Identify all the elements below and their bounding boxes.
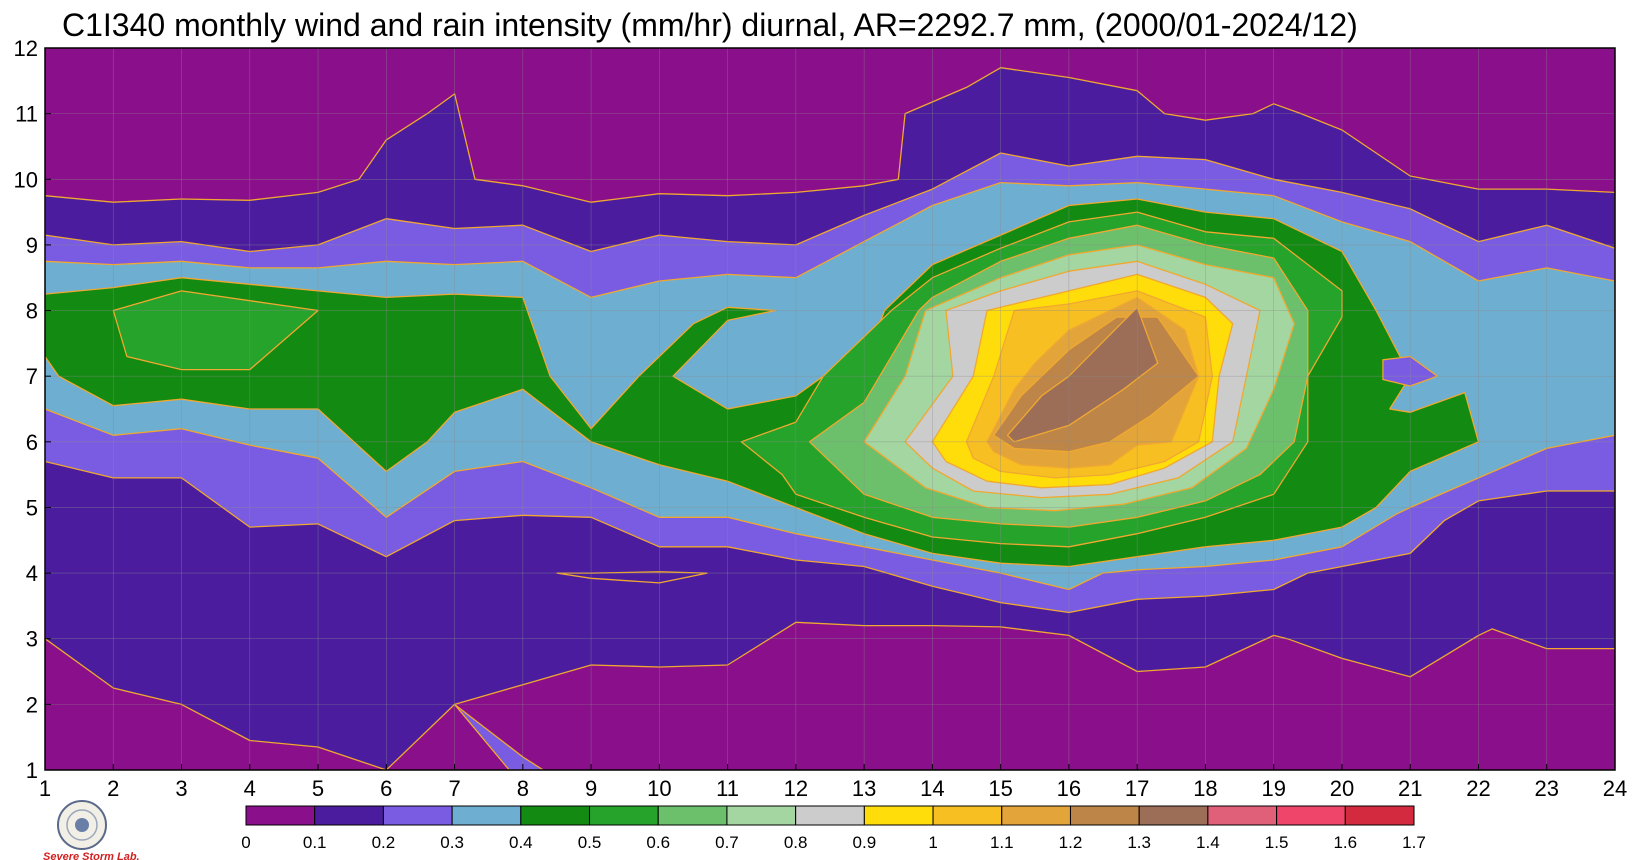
colorbar-swatch [726, 805, 797, 826]
seal-core [75, 818, 89, 832]
colorbar-swatch [657, 805, 728, 826]
x-tick-label: 24 [1603, 776, 1627, 801]
colorbar-label: 0.9 [853, 833, 877, 852]
colorbar-label: 0.1 [303, 833, 327, 852]
x-tick-label: 13 [852, 776, 876, 801]
colorbar-legend: 0 0.1 0.2 0.3 0.4 0.5 0.6 0.7 0.8 0.9 1 1.1 1.2 1.3 1.… [241, 805, 1426, 852]
colorbar-label: 1.2 [1059, 833, 1083, 852]
colorbar-swatch [1276, 805, 1346, 826]
colorbar-swatch [1001, 805, 1071, 826]
colorbar-swatch [589, 805, 659, 826]
colorbar-label: 0.5 [578, 833, 602, 852]
x-axis: 1 2 3 4 5 6 7 8 9 10 11 12 13 14 15 16 17 18 19 20 21 22 23 24 [39, 764, 1627, 801]
colorbar-label: 0.6 [646, 833, 670, 852]
colorbar-swatch [245, 805, 316, 826]
colorbar-swatch [863, 805, 934, 826]
x-tick-label: 10 [647, 776, 671, 801]
colorbar-label: 1.1 [990, 833, 1014, 852]
x-tick-label: 15 [988, 776, 1012, 801]
axes-frame [44, 47, 1616, 771]
y-tick-label: 9 [26, 233, 38, 258]
y-tick-label: 7 [26, 364, 38, 389]
x-tick-label: 19 [1261, 776, 1285, 801]
colorbar-label: 0.3 [440, 833, 464, 852]
colorbar-swatch [314, 805, 384, 826]
contour-band-16 [453, 703, 544, 770]
x-tick-label: 17 [1125, 776, 1149, 801]
colorbar-label: 1 [928, 833, 937, 852]
colorbar-swatch [382, 805, 453, 826]
colorbar-label: 1.4 [1196, 833, 1220, 852]
colorbar-swatch [795, 805, 865, 826]
contour-band-13 [1006, 306, 1159, 443]
x-tick-label: 6 [380, 776, 392, 801]
plot-area [45, 48, 1615, 770]
y-tick-label: 11 [15, 102, 38, 127]
y-tick-label: 10 [14, 167, 38, 192]
colorbar-label: 0 [241, 833, 250, 852]
colorbar-label: 1.3 [1127, 833, 1151, 852]
y-tick-label: 1 [26, 758, 38, 783]
y-tick-label: 12 [14, 36, 38, 61]
colorbar-label: 0.2 [372, 833, 396, 852]
severe-storm-lab-logo: Severe Storm Lab. [43, 800, 140, 860]
x-tick-label: 16 [1057, 776, 1081, 801]
grid-lines [45, 48, 1615, 770]
logo-text: Severe Storm Lab. [43, 851, 140, 860]
colorbar-label: 0.4 [509, 833, 533, 852]
colorbar-swatch [932, 805, 1003, 826]
y-tick-label: 5 [26, 495, 38, 520]
colorbar-swatch [1069, 805, 1140, 826]
x-tick-label: 18 [1193, 776, 1217, 801]
colorbar-label: 0.8 [784, 833, 808, 852]
x-tick-label: 21 [1398, 776, 1422, 801]
x-tick-label: 4 [244, 776, 256, 801]
y-tick-label: 4 [26, 561, 38, 586]
x-tick-label: 7 [448, 776, 460, 801]
y-tick-label: 8 [26, 299, 38, 324]
colorbar-label: 1.6 [1333, 833, 1357, 852]
colorbar-swatch [1344, 805, 1415, 826]
colorbar-swatch [1138, 805, 1209, 826]
colorbar-swatch [1207, 805, 1278, 826]
y-tick-label: 6 [26, 430, 38, 455]
x-tick-label: 3 [175, 776, 187, 801]
colorbar-label: 1.5 [1265, 833, 1289, 852]
x-tick-label: 8 [517, 776, 529, 801]
x-tick-label: 9 [585, 776, 597, 801]
colorbar-swatch [451, 805, 522, 826]
x-tick-label: 1 [39, 776, 51, 801]
x-tick-label: 23 [1534, 776, 1558, 801]
y-tick-label: 3 [26, 627, 38, 652]
chart-title: C1I340 monthly wind and rain intensity (… [62, 7, 1358, 43]
x-tick-label: 12 [784, 776, 808, 801]
seal-inner-ring [66, 809, 98, 841]
colorbar-label: 0.7 [715, 833, 739, 852]
x-tick-label: 14 [920, 776, 944, 801]
colorbar-swatch [520, 805, 591, 826]
x-tick-label: 2 [107, 776, 119, 801]
colorbar-label: 1.7 [1402, 833, 1426, 852]
x-tick-label: 20 [1330, 776, 1354, 801]
x-tick-label: 11 [716, 776, 739, 801]
x-tick-label: 5 [312, 776, 324, 801]
x-tick-label: 22 [1466, 776, 1490, 801]
y-tick-label: 2 [26, 692, 38, 717]
